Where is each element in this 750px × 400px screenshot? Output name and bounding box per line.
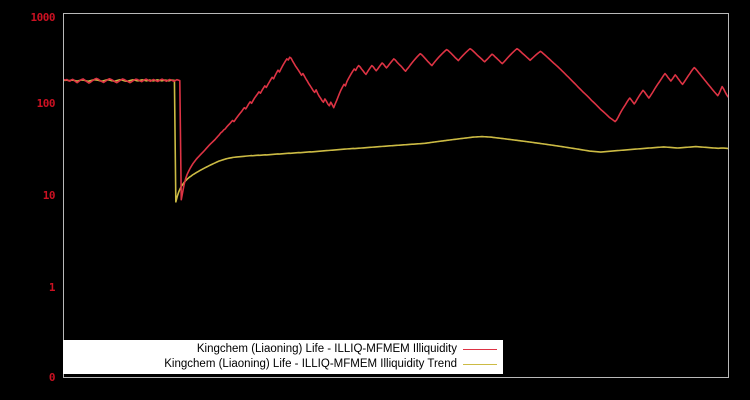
series-canvas: [64, 47, 728, 203]
y-tick-0: 0: [48, 371, 56, 384]
y-axis-tick-labels: 1000 100 10 1 0: [0, 0, 56, 400]
y-tick-100: 100: [36, 97, 56, 110]
y-tick-10: 10: [42, 189, 56, 202]
legend-label-illiquidity: Kingchem (Liaoning) Life - ILLIQ-MFMEM I…: [196, 343, 457, 355]
legend-swatch-illiquidity: [463, 349, 497, 350]
plot-area: [63, 13, 729, 378]
y-tick-1000: 1000: [30, 11, 56, 24]
series-line-illiquidity: [64, 47, 728, 201]
legend-swatch-illiquidity-trend: [463, 364, 497, 365]
legend-entry-illiquidity-trend: Kingchem (Liaoning) Life - ILLIQ-MFMEM I…: [63, 357, 497, 372]
legend: Kingchem (Liaoning) Life - ILLIQ-MFMEM I…: [63, 340, 503, 374]
legend-label-illiquidity-trend: Kingchem (Liaoning) Life - ILLIQ-MFMEM I…: [164, 358, 457, 370]
legend-entry-illiquidity: Kingchem (Liaoning) Life - ILLIQ-MFMEM I…: [63, 342, 497, 357]
y-tick-1: 1: [48, 281, 56, 294]
series-line-illiquidity-trend: [64, 78, 728, 203]
